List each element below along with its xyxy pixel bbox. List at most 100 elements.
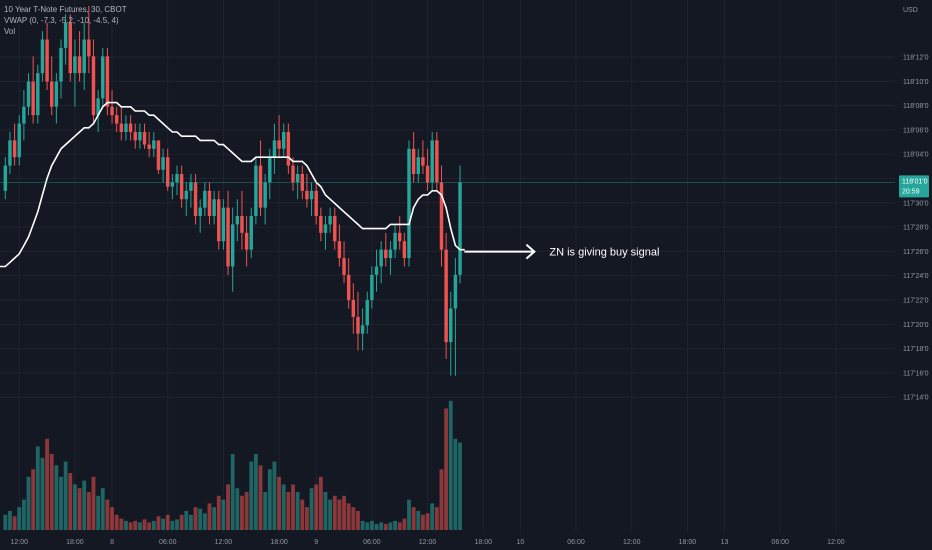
volume-bar [96, 495, 101, 530]
time-tick-label: 06:00 [363, 539, 381, 546]
time-axis[interactable]: 12:00 18:00 8 06:00 12:00 18:00 9 06:00 12:00 18:… [10, 539, 844, 546]
candle-body [421, 157, 425, 166]
candle-body [105, 56, 110, 107]
volume-bar [295, 492, 300, 530]
candle-body [425, 165, 430, 183]
candle-body [96, 98, 100, 116]
candle-body [22, 106, 26, 124]
candle-body [91, 56, 96, 116]
volume-bar [77, 488, 82, 530]
volume-bar [40, 457, 45, 530]
volume-bar [35, 446, 40, 530]
volume-bar [277, 476, 281, 530]
volume-bar [318, 476, 323, 530]
candle-body [323, 224, 328, 233]
time-tick-label: 12:00 [827, 539, 845, 546]
candle-body [398, 232, 402, 242]
volume-bar [379, 522, 384, 530]
volume-bar [244, 492, 249, 530]
volume-bar [346, 503, 351, 530]
volume-bar [309, 488, 314, 530]
candle-body [230, 224, 235, 267]
time-tick-label: 18:00 [66, 539, 84, 546]
candle-body [110, 106, 114, 116]
time-tick-label: 12:00 [10, 539, 28, 546]
legend-volume[interactable]: Vol [4, 27, 16, 36]
price-tick-label: 117'22'0 [903, 298, 929, 305]
candle-body [40, 39, 45, 74]
candle-body [166, 157, 170, 187]
candle-body [45, 39, 49, 82]
candle-body [114, 115, 119, 124]
price-tick-label: 118'06'0 [903, 127, 929, 134]
time-tick-label: 12:00 [419, 539, 437, 546]
price-tick-label: 117'16'0 [903, 370, 929, 377]
volume-bar [365, 522, 370, 530]
candle-body [314, 190, 318, 217]
legend-symbol[interactable]: 10 Year T-Note Futures, 30, CBOT [4, 5, 127, 14]
annotation-arrow: ZN is giving buy signal [464, 243, 659, 260]
price-tick-label: 117'20'0 [903, 322, 929, 329]
volume-bar [100, 488, 105, 530]
volume-bar [128, 522, 133, 530]
candle-body [26, 81, 31, 107]
candle-body [244, 232, 249, 250]
volume-bar [416, 511, 421, 530]
candle-body [193, 182, 198, 217]
volume-bar [221, 499, 226, 530]
candle-body [384, 249, 388, 259]
price-tick-label: 117'30'0 [903, 200, 929, 207]
volume-bar [337, 499, 342, 530]
candle-body [370, 274, 374, 301]
candle-body [179, 174, 184, 200]
volume-bar [393, 520, 397, 530]
candle-body [128, 123, 133, 132]
volume-bar [68, 473, 73, 530]
volume-bar [8, 511, 12, 530]
volume-bar [258, 465, 263, 530]
candle-body [333, 216, 337, 242]
time-tick-label: 9 [314, 539, 318, 546]
candle-body [207, 190, 212, 217]
volume-bar [142, 519, 147, 530]
candle-body [101, 56, 105, 99]
candle-body [305, 190, 309, 200]
volume-bar [133, 520, 138, 530]
volume-bar [82, 480, 87, 530]
volume-bar [328, 499, 333, 530]
volume-bar [63, 461, 68, 530]
candle-body [337, 241, 342, 259]
candle-body [291, 165, 295, 183]
price-tick-label: 117'14'0 [903, 395, 929, 402]
volume-bar [407, 499, 411, 530]
candle-body [156, 140, 161, 170]
volume-bar [230, 454, 235, 530]
candle-body [54, 81, 59, 107]
volume-bar [402, 518, 407, 530]
price-axis[interactable]: 118'12'0 118'10'0 118'08'0 118'06'0 118'04'0… [903, 55, 929, 402]
volume-bar [323, 492, 328, 530]
candle-body [8, 140, 12, 166]
candle-body [17, 123, 21, 158]
volume-bar [21, 499, 26, 530]
candle-body [12, 140, 17, 158]
volume-bar [73, 484, 77, 530]
volume-bar [31, 469, 36, 530]
candle-body [152, 140, 156, 149]
time-tick-label: 18:00 [270, 539, 288, 546]
time-tick-label: 13 [721, 539, 729, 546]
candle-body [449, 308, 453, 343]
volume-bar [397, 522, 402, 530]
volume-bar [383, 523, 388, 530]
legend-vwap[interactable]: VWAP (0, -7.3, -5.2, -10, -4.5, 4) [4, 16, 119, 25]
candle-body [272, 140, 277, 158]
vwap-line [0, 101, 465, 268]
time-tick-label: 12:00 [215, 539, 233, 546]
volume-bar [240, 495, 244, 530]
volume-bar [17, 507, 22, 530]
candle-body [393, 232, 397, 250]
candle-body [379, 249, 383, 267]
volume-bars [3, 400, 462, 530]
volume-bar [291, 484, 295, 530]
